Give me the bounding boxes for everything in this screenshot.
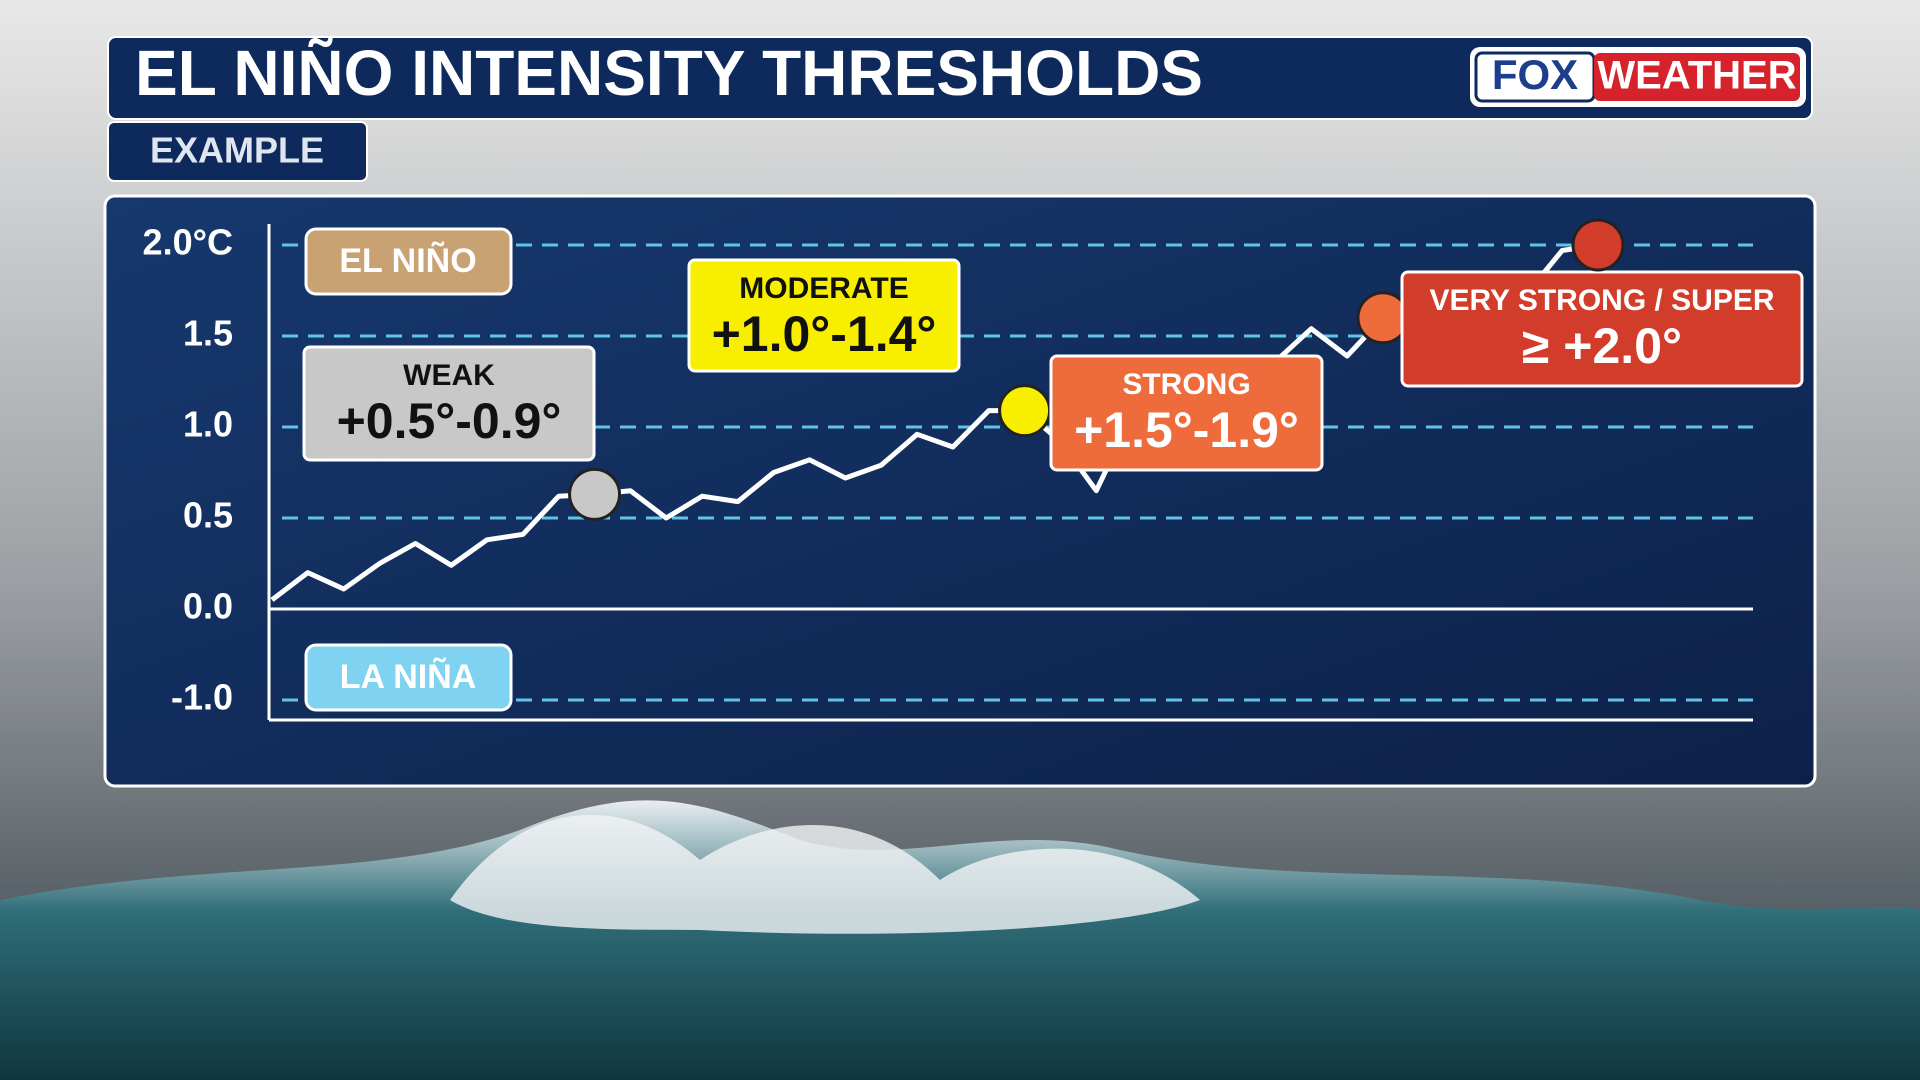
callout-range: ≥ +2.0° — [1522, 318, 1682, 374]
y-tick-label: 2.0°C — [143, 222, 233, 263]
y-tick-label: 0.5 — [183, 495, 233, 536]
callout-box — [1049, 354, 1324, 472]
callout-range: +1.0°-1.4° — [712, 306, 937, 362]
logo-right — [1594, 53, 1800, 101]
y-tick-label: 1.0 — [183, 404, 233, 445]
wave-foam — [450, 814, 1200, 934]
threshold-dot — [1356, 291, 1410, 345]
threshold-dot — [998, 384, 1052, 438]
region-label: LA NIÑA — [340, 658, 477, 696]
callout-box — [687, 258, 961, 373]
callout-label: MODERATE — [739, 272, 908, 305]
callout-range: +1.5°-1.9° — [1074, 402, 1299, 458]
title-bar — [107, 36, 1813, 120]
callout-box — [302, 345, 596, 462]
y-tick-label: -1.0 — [171, 677, 233, 718]
region-label-box — [304, 227, 513, 296]
chart-subtitle: EXAMPLE — [150, 130, 324, 171]
callout-range: +0.5°-0.9° — [337, 393, 562, 449]
threshold-dot — [1571, 218, 1625, 272]
region-label: EL NIÑO — [339, 242, 476, 280]
callout-label: VERY STRONG / SUPER — [1429, 284, 1774, 317]
subtitle-tab — [107, 121, 368, 182]
callout-label: WEAK — [403, 359, 495, 392]
y-tick-label: 0.0 — [183, 586, 233, 627]
logo-text: FOX — [1492, 51, 1578, 98]
callout-label: STRONG — [1122, 368, 1250, 401]
y-tick-label: 1.5 — [183, 313, 233, 354]
threshold-dot — [568, 467, 622, 521]
chart-title: EL NIÑO INTENSITY THRESHOLDS — [135, 37, 1203, 109]
callout-box — [1400, 270, 1804, 388]
region-label-box — [304, 643, 513, 712]
logo-text: WEATHER — [1597, 54, 1796, 98]
